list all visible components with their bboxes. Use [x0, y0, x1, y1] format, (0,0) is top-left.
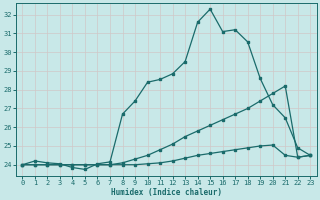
X-axis label: Humidex (Indice chaleur): Humidex (Indice chaleur): [111, 188, 222, 197]
